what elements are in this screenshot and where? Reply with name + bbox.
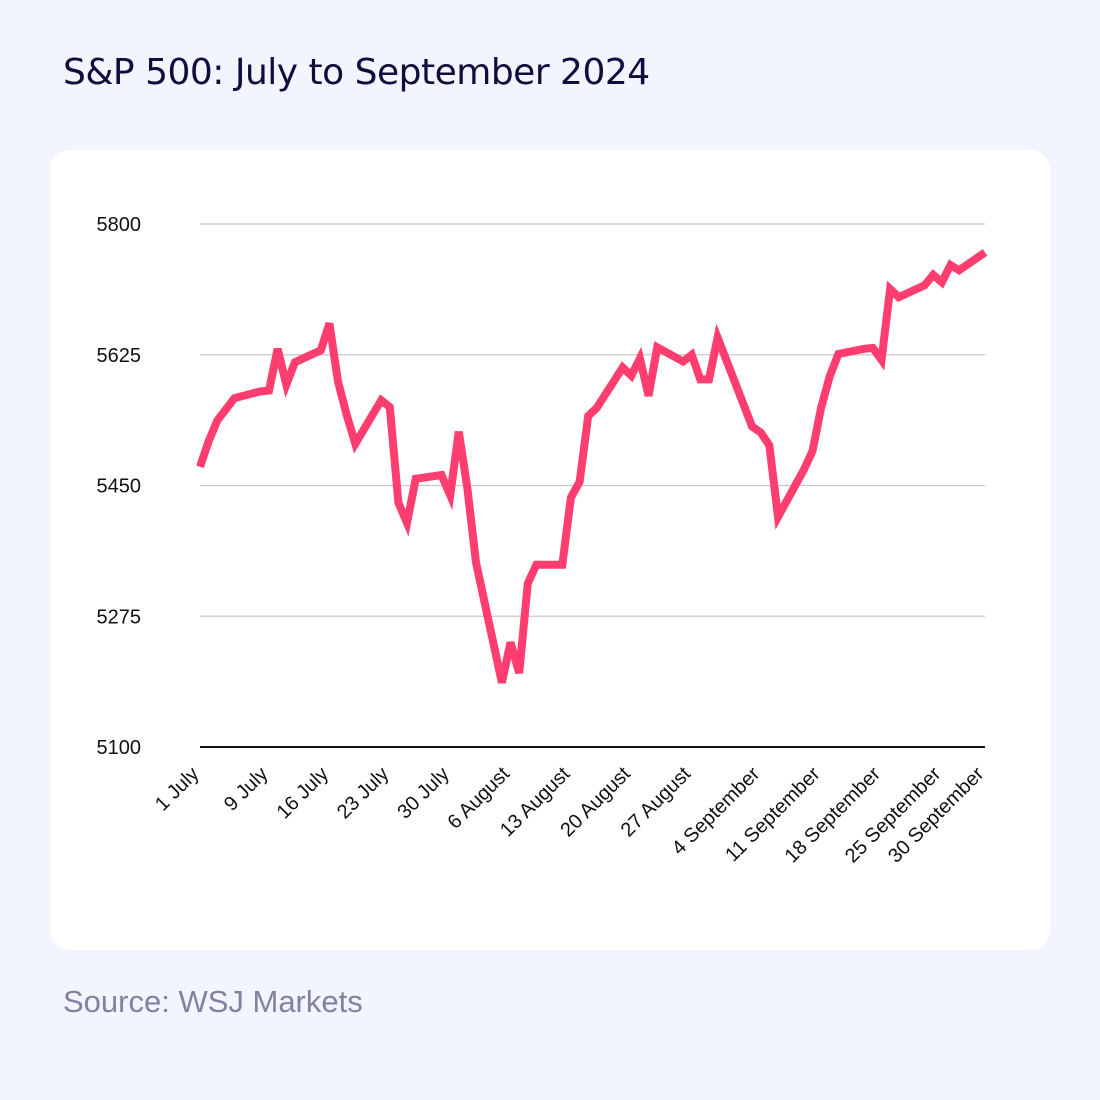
data-point [689, 352, 695, 358]
y-tick-label: 5450 [97, 476, 142, 498]
data-point [594, 405, 600, 411]
data-point [896, 294, 902, 300]
data-point [654, 344, 660, 350]
series-layer [196, 249, 988, 686]
series-line-0 [196, 249, 988, 684]
data-point [283, 382, 289, 388]
x-tick-label: 23 July [333, 763, 393, 823]
data-point [447, 492, 453, 498]
data-point [439, 472, 445, 478]
y-tick-label: 5800 [97, 214, 142, 236]
data-point [835, 351, 841, 357]
data-point [533, 562, 539, 568]
x-tick-label: 1 July [151, 763, 204, 816]
data-point [464, 486, 470, 492]
data-point [516, 670, 522, 676]
data-point [956, 267, 962, 273]
gridlines [200, 223, 985, 748]
data-point [620, 365, 626, 371]
data-point [646, 393, 652, 399]
data-point [637, 356, 643, 362]
data-point [818, 405, 824, 411]
data-point [887, 286, 893, 292]
data-point [413, 476, 419, 482]
data-point [948, 262, 954, 268]
x-tick-label: 16 July [273, 763, 333, 823]
data-point [499, 680, 505, 686]
data-point [206, 438, 212, 444]
data-point [456, 429, 462, 435]
y-tick-label: 5275 [97, 606, 142, 628]
data-point [766, 442, 772, 448]
data-point [697, 376, 703, 382]
data-point [508, 639, 514, 645]
source-note: Source: WSJ Markets [63, 984, 363, 1019]
data-point [801, 467, 807, 473]
data-point [197, 464, 203, 470]
data-point [335, 379, 341, 385]
data-point [387, 404, 393, 410]
data-point [706, 376, 712, 382]
data-point [326, 320, 332, 326]
data-point [827, 373, 833, 379]
data-point [275, 346, 281, 352]
data-point [352, 441, 358, 447]
data-point [861, 346, 867, 352]
data-point [214, 418, 220, 424]
line-chart: 5100 5275 5450 5625 5800 1 July 9 July 16 July… [97, 214, 989, 868]
data-point [232, 395, 238, 401]
x-tick-label: 9 July [220, 763, 273, 816]
data-point [585, 413, 591, 419]
data-point [344, 412, 350, 418]
data-point [577, 479, 583, 485]
x-tick-label: 30 July [393, 763, 453, 823]
data-point [930, 272, 936, 278]
data-point [318, 347, 324, 353]
data-point [568, 495, 574, 501]
data-point [473, 560, 479, 566]
data-point [879, 357, 885, 363]
page-title: S&P 500: July to September 2024 [63, 52, 650, 93]
data-point [810, 448, 816, 454]
data-point [939, 279, 945, 285]
data-point [922, 282, 928, 288]
data-point [559, 562, 565, 568]
data-point [715, 335, 721, 341]
data-point [404, 520, 410, 526]
y-tick-label: 5100 [97, 737, 142, 759]
data-point [525, 580, 531, 586]
data-point [680, 359, 686, 365]
y-tick-label: 5625 [97, 345, 142, 367]
data-point [292, 359, 298, 365]
chart-card: 5100 5275 5450 5625 5800 1 July 9 July 16 July… [50, 150, 1050, 950]
data-point [982, 249, 988, 255]
data-point [257, 388, 263, 394]
data-point [758, 430, 764, 436]
data-point [378, 397, 384, 403]
data-point [870, 345, 876, 351]
data-point [775, 514, 781, 520]
data-point [749, 424, 755, 430]
data-point [266, 388, 272, 394]
y-axis-ticks: 5100 5275 5450 5625 5800 [97, 214, 142, 759]
data-point [628, 373, 634, 379]
data-point [395, 500, 401, 506]
